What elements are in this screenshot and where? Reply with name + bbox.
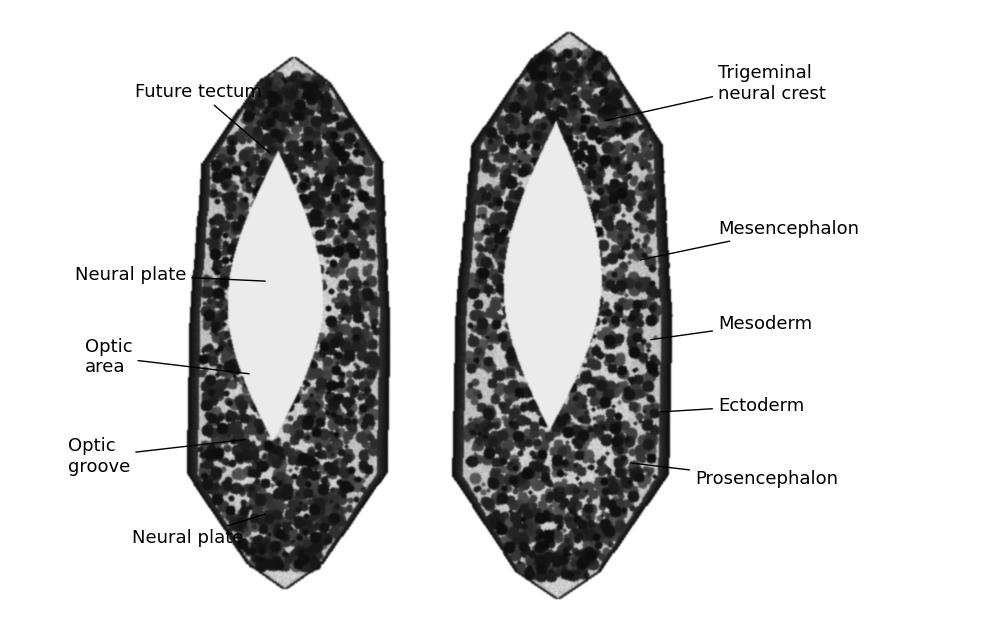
Text: Future tectum: Future tectum: [135, 83, 270, 153]
Text: Prosencephalon: Prosencephalon: [631, 463, 838, 488]
Text: Ectoderm: Ectoderm: [661, 397, 804, 415]
Text: Optic
groove: Optic groove: [68, 437, 245, 476]
Text: Mesoderm: Mesoderm: [651, 315, 812, 339]
Text: Trigeminal
neural crest: Trigeminal neural crest: [605, 64, 826, 121]
Text: Mesencephalon: Mesencephalon: [641, 220, 859, 260]
Text: Optic
area: Optic area: [85, 337, 249, 377]
Text: Neural plate: Neural plate: [132, 514, 265, 547]
Text: Neural plate: Neural plate: [75, 266, 265, 284]
